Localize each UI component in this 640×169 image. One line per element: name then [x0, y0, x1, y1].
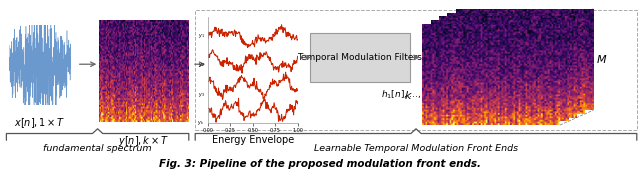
Text: Energy Envelope: Energy Envelope — [212, 135, 294, 145]
Text: Temporal Modulation Filters: Temporal Modulation Filters — [298, 53, 422, 62]
Text: $h_1[n], \ldots, h_M[n]$: $h_1[n], \ldots, h_M[n]$ — [381, 88, 447, 101]
Text: $x[n], 1 \times T$: $x[n], 1 \times T$ — [14, 117, 66, 130]
Text: Fig. 3: Pipeline of the proposed modulation front ends.: Fig. 3: Pipeline of the proposed modulat… — [159, 159, 481, 169]
Text: $y[n], k \times T$: $y[n], k \times T$ — [118, 134, 170, 148]
Text: $y_1$: $y_1$ — [198, 32, 204, 40]
FancyBboxPatch shape — [310, 33, 410, 82]
Text: $k$: $k$ — [404, 89, 413, 101]
Text: $y_k$: $y_k$ — [197, 119, 204, 127]
Text: fundamental spectrum: fundamental spectrum — [44, 144, 152, 153]
Text: $M$: $M$ — [596, 53, 608, 66]
Bar — [195, 10, 637, 130]
Text: Learnable Temporal Modulation Front Ends: Learnable Temporal Modulation Front Ends — [314, 144, 518, 153]
Text: $y_3$: $y_3$ — [198, 91, 204, 99]
Text: $y_2$: $y_2$ — [198, 61, 204, 69]
